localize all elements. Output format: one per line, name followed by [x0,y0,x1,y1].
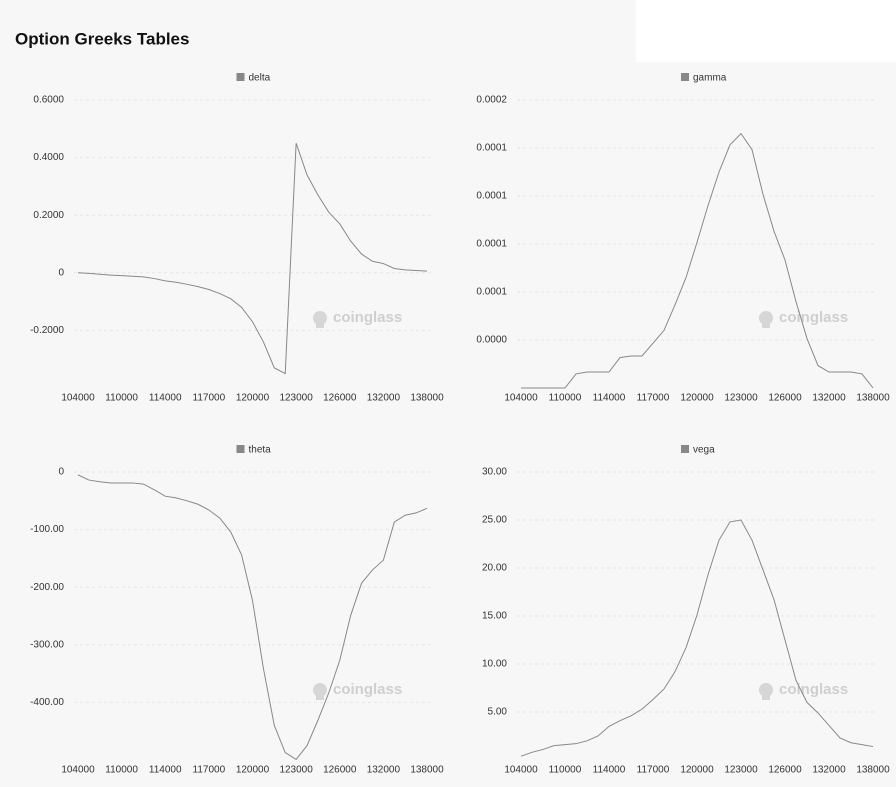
watermark-icon [313,683,327,697]
x-tick-label: 123000 [724,765,758,776]
x-tick-label: 120000 [680,393,714,404]
line [77,143,428,375]
legend-swatch [236,445,245,453]
x-tick-label: 114000 [593,765,626,776]
x-tick-label: 110000 [105,765,138,776]
y-tick-label: 20.00 [482,563,507,574]
x-tick-label: 120000 [680,765,714,776]
line [521,132,874,389]
x-tick-label: 120000 [236,765,270,776]
x-tick-label: 114000 [149,393,182,404]
y-tick-label: -0.2000 [30,325,64,336]
line [77,474,428,761]
watermark-icon-base [762,323,770,328]
watermark-icon-base [316,323,324,328]
x-tick-label: 126000 [768,765,802,776]
y-tick-label: 0.0000 [476,335,507,346]
x-tick-label: 110000 [549,393,582,404]
x-tick-label: 110000 [105,393,138,404]
y-tick-label: 0.0001 [476,143,507,154]
x-tick-label: 104000 [504,393,538,404]
x-tick-label: 117000 [193,393,226,404]
x-tick-label: 120000 [236,393,270,404]
x-tick-label: 114000 [593,393,626,404]
watermark-icon-base [316,695,324,700]
x-tick-label: 138000 [410,393,444,404]
y-tick-label: 25.00 [482,515,507,526]
x-tick-label: 126000 [768,393,802,404]
y-tick-label: -200.00 [30,582,64,593]
y-tick-label: 0.2000 [33,210,64,221]
x-tick-label: 117000 [193,765,226,776]
y-tick-label: -100.00 [30,524,64,535]
legend-swatch [681,73,689,81]
y-tick-label: 0.6000 [33,95,64,106]
x-tick-label: 104000 [504,765,538,776]
x-tick-label: 117000 [637,393,670,404]
y-tick-label: 5.00 [488,707,508,718]
watermark: coinglass [779,681,848,698]
x-tick-label: 132000 [367,765,401,776]
line [520,519,874,757]
x-tick-label: 138000 [856,765,890,776]
legend-label: delta [249,73,271,84]
x-tick-label: 123000 [279,393,313,404]
x-tick-label: 126000 [323,393,357,404]
y-tick-label: 0.0001 [476,239,507,250]
x-tick-label: 104000 [61,765,95,776]
x-tick-label: 117000 [637,765,670,776]
x-tick-label: 132000 [367,393,401,404]
y-tick-label: 0 [58,267,64,278]
x-tick-label: 123000 [279,765,313,776]
y-tick-label: 15.00 [482,611,507,622]
watermark: coinglass [333,681,402,698]
legend-swatch [681,445,689,453]
header-panel [636,0,896,62]
watermark-icon [759,683,773,697]
watermark-icon-base [762,695,770,700]
x-tick-label: 132000 [812,765,846,776]
y-tick-label: 0.4000 [33,152,64,163]
x-tick-label: 126000 [323,765,357,776]
x-tick-label: 132000 [812,393,846,404]
legend-label: gamma [693,73,727,84]
x-tick-label: 138000 [410,765,444,776]
legend-label: theta [249,445,272,456]
x-tick-label: 104000 [61,393,95,404]
y-tick-label: 0.0001 [476,191,507,202]
page-title: Option Greeks Tables [15,29,189,48]
y-tick-label: 10.00 [482,659,507,670]
x-tick-label: 114000 [149,765,182,776]
legend-swatch [236,73,245,81]
watermark: coinglass [779,309,848,326]
x-tick-label: 123000 [724,393,758,404]
y-tick-label: 0 [58,467,64,478]
x-tick-label: 110000 [549,765,582,776]
watermark-icon [313,311,327,325]
y-tick-label: -400.00 [30,697,64,708]
y-tick-label: 0.0002 [476,95,507,106]
y-tick-label: 0.0001 [476,287,507,298]
watermark: coinglass [333,309,402,326]
y-tick-label: 30.00 [482,467,507,478]
y-tick-label: -300.00 [30,639,64,650]
legend-label: vega [693,445,715,456]
x-tick-label: 138000 [856,393,890,404]
watermark-icon [759,311,773,325]
